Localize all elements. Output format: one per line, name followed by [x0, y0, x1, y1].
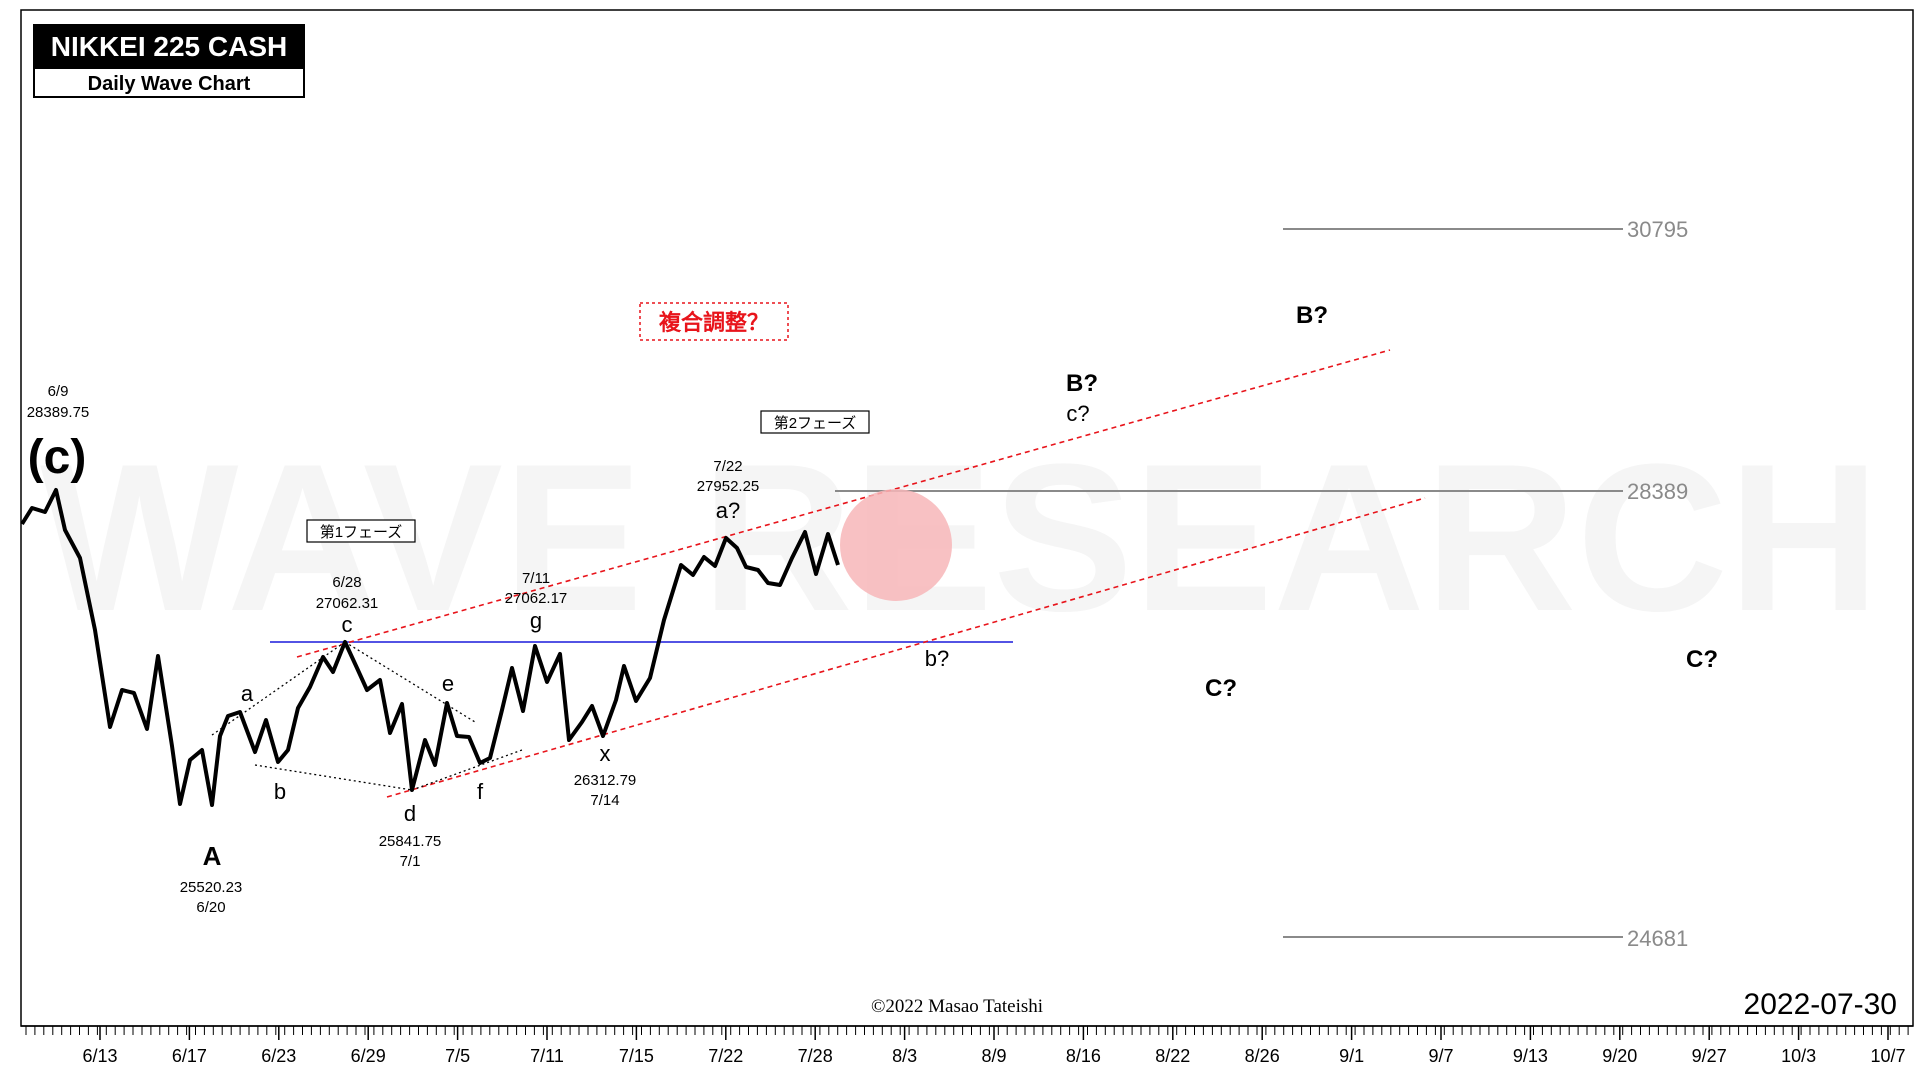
pivot-x-value: 26312.79: [574, 772, 637, 789]
chart-subtitle: Daily Wave Chart: [88, 73, 251, 95]
x-tick-label: 8/9: [981, 1046, 1006, 1066]
pivot-a-q-label: a?: [716, 498, 740, 523]
pivot-a-label: a: [241, 681, 254, 706]
x-tick-label: 9/7: [1428, 1046, 1453, 1066]
title-box: NIKKEI 225 CASH Daily Wave Chart: [33, 24, 305, 98]
pivot-d-value: 25841.75: [379, 833, 442, 850]
complex-correction-box: 複合調整？: [639, 302, 789, 341]
forecast-B-upper: B?: [1066, 370, 1098, 397]
x-tick-label: 6/23: [261, 1046, 296, 1066]
x-tick-label: 9/1: [1339, 1046, 1364, 1066]
x-tick-label: 10/3: [1781, 1046, 1816, 1066]
x-tick-label: 8/26: [1245, 1046, 1280, 1066]
price-line: [20, 488, 840, 807]
level-lines: 30795 28389 24681: [835, 217, 1688, 951]
phase1-label: 第1フェーズ: [320, 523, 403, 541]
copyright: ©2022 Masao Tateishi: [871, 996, 1043, 1017]
pivot-d-date: 7/1: [400, 853, 421, 870]
x-tick-label: 6/13: [82, 1046, 117, 1066]
target-marker: [840, 489, 952, 601]
forecast-c: c?: [1066, 401, 1089, 426]
x-tick-label: 6/29: [351, 1046, 386, 1066]
pivot-c-label: c: [342, 612, 353, 637]
x-tick-label: 9/20: [1602, 1046, 1637, 1066]
forecast-b: b?: [925, 646, 949, 671]
chart-title: NIKKEI 225 CASH: [51, 31, 288, 62]
x-tick-label: 8/22: [1155, 1046, 1190, 1066]
pivot-c-date: 6/28: [332, 574, 361, 591]
x-tick-label: 8/16: [1066, 1046, 1101, 1066]
channel-upper: [296, 349, 1391, 658]
x-tick-label: 7/22: [708, 1046, 743, 1066]
x-tick-label: 10/7: [1870, 1046, 1905, 1066]
x-tick-label: 7/11: [530, 1046, 564, 1066]
phase2-box: 第2フェーズ: [760, 410, 870, 434]
pivot-c-paren-label: (c): [28, 431, 87, 484]
x-tick-label: 9/13: [1513, 1046, 1548, 1066]
pivot-g-label: g: [530, 608, 542, 633]
x-tick-label: 7/15: [619, 1046, 654, 1066]
pivot-f-label: f: [477, 779, 484, 804]
pivot-x-date: 7/14: [590, 792, 619, 809]
forecast-C-mid: C?: [1205, 675, 1237, 702]
level-label-high: 30795: [1627, 217, 1688, 242]
forecast-B-far: B?: [1296, 302, 1328, 329]
x-tick-label: 6/17: [172, 1046, 207, 1066]
pivot-A-label: A: [203, 841, 222, 871]
pivot-c-paren-date: 6/9: [48, 383, 69, 400]
channel-lower: [386, 497, 1426, 798]
complex-correction-label: 複合調整？: [659, 310, 769, 335]
level-label-low: 24681: [1627, 926, 1688, 951]
triangle-lines: [211, 641, 523, 791]
forecast-annotations: B? c? b? C? B? C?: [925, 302, 1718, 702]
pivot-g-value: 27062.17: [505, 590, 568, 607]
pivot-b-label: b: [274, 779, 286, 804]
pivot-a-q-value: 27952.25: [697, 478, 760, 495]
pivot-A-value: 25520.23: [180, 879, 243, 896]
level-label-mid: 28389: [1627, 479, 1688, 504]
pivot-g-date: 7/11: [522, 570, 550, 587]
pivot-A-date: 6/20: [196, 899, 225, 916]
x-tick-label: 7/28: [798, 1046, 833, 1066]
pivot-annotations: 6/9 28389.75 (c) A 25520.23 6/20 a b 6/2…: [27, 383, 760, 916]
pivot-x-label: x: [600, 741, 611, 766]
chart-date: 2022-07-30: [1744, 988, 1897, 1021]
pivot-d-label: d: [404, 801, 416, 826]
pivot-a-q-date: 7/22: [713, 458, 742, 475]
phase2-label: 第2フェーズ: [774, 414, 857, 432]
phase1-box: 第1フェーズ: [306, 519, 416, 543]
x-axis: 6/13 6/17 6/23 6/29 7/5 7/11 7/15 7/22 7/28 8/3 8/…: [21, 1025, 1913, 1066]
x-tick-label: 7/5: [445, 1046, 470, 1066]
x-tick-label: 8/3: [892, 1046, 917, 1066]
pivot-c-paren-value: 28389.75: [27, 404, 90, 421]
pivot-c-value: 27062.31: [316, 595, 379, 612]
x-tick-label: 9/27: [1692, 1046, 1727, 1066]
forecast-C-far: C?: [1686, 646, 1718, 673]
pivot-e-label: e: [442, 671, 454, 696]
